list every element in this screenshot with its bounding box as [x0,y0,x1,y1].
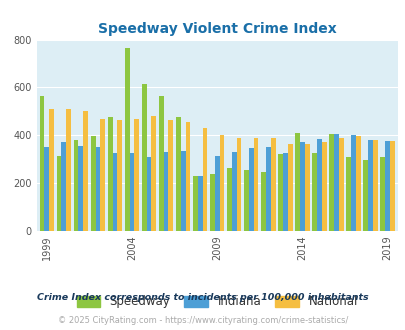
Bar [83,112,88,231]
Bar [141,84,146,231]
Bar [202,128,207,231]
Text: Crime Index corresponds to incidents per 100,000 inhabitants: Crime Index corresponds to incidents per… [37,292,368,302]
Bar [219,135,224,231]
Bar [328,134,333,231]
Bar [49,109,54,231]
Bar [192,176,197,231]
Bar [287,144,292,231]
Bar [175,117,180,231]
Bar [236,138,241,231]
Bar [304,144,309,231]
Bar [345,157,350,231]
Bar [355,137,360,231]
Bar [66,109,71,231]
Bar [231,152,236,231]
Bar [316,139,321,231]
Bar [243,170,248,231]
Bar [185,122,190,231]
Title: Speedway Violent Crime Index: Speedway Violent Crime Index [98,22,336,36]
Bar [197,176,202,231]
Bar [384,141,389,231]
Bar [57,156,61,231]
Bar [372,140,377,231]
Bar [124,48,129,231]
Bar [214,156,219,231]
Bar [209,174,214,231]
Bar [117,120,122,231]
Bar [180,151,185,231]
Bar [129,153,134,231]
Bar [168,120,173,231]
Bar [333,134,338,231]
Bar [294,133,299,231]
Bar [158,96,163,231]
Bar [151,116,156,231]
Bar [265,147,270,231]
Bar [163,152,168,231]
Bar [338,138,343,231]
Bar [277,154,282,231]
Bar [253,138,258,231]
Bar [379,157,384,231]
Bar [40,96,44,231]
Bar [44,147,49,231]
Bar [321,143,326,231]
Bar [61,143,66,231]
Bar [78,146,83,231]
Bar [226,168,231,231]
Bar [112,153,117,231]
Bar [90,137,95,231]
Bar [100,118,105,231]
Legend: Speedway, Indiana, National: Speedway, Indiana, National [72,290,362,313]
Bar [311,153,316,231]
Bar [270,138,275,231]
Bar [350,135,355,231]
Bar [146,157,151,231]
Bar [74,140,78,231]
Bar [367,140,372,231]
Bar [107,117,112,231]
Text: © 2025 CityRating.com - https://www.cityrating.com/crime-statistics/: © 2025 CityRating.com - https://www.city… [58,315,347,325]
Bar [389,141,394,231]
Bar [282,153,287,231]
Bar [260,172,265,231]
Bar [95,147,100,231]
Bar [299,143,304,231]
Bar [248,148,253,231]
Bar [134,118,139,231]
Bar [362,160,367,231]
